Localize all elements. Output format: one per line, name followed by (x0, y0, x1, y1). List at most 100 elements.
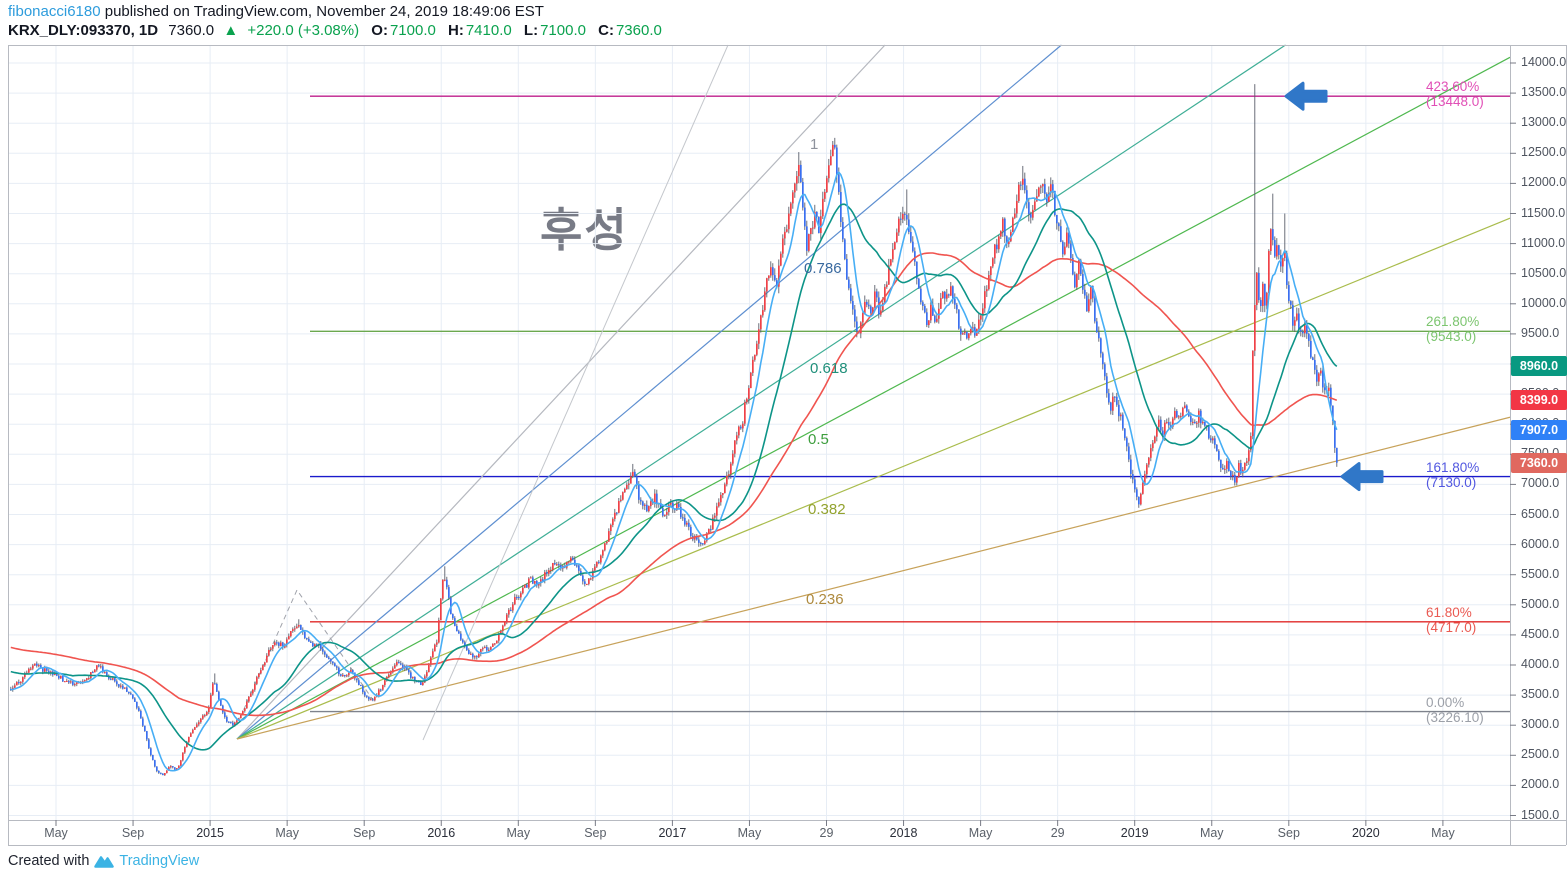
candle (872, 307, 874, 314)
candle (242, 710, 244, 716)
candle (460, 633, 462, 640)
candle (406, 666, 408, 670)
candle (1128, 446, 1130, 460)
candle (262, 665, 264, 671)
candle (112, 678, 114, 680)
candle (118, 684, 120, 687)
candle (1162, 430, 1164, 437)
candle (1184, 405, 1186, 408)
fib-fan-label: 0.786 (804, 260, 842, 277)
candle (840, 192, 842, 222)
candle (332, 661, 334, 664)
candle (470, 653, 472, 655)
time-tick-label: 2019 (1120, 826, 1149, 840)
time-tick-label: 2020 (1351, 826, 1380, 840)
chart-frame (8, 45, 1567, 846)
candle (1264, 283, 1266, 306)
candle (1114, 396, 1116, 398)
candle (532, 577, 534, 584)
candle (1282, 257, 1284, 267)
candle (1024, 178, 1026, 191)
candle (662, 508, 664, 516)
candle (686, 522, 688, 525)
symbol-name[interactable]: KRX_DLY:093370, 1D (8, 22, 159, 39)
candle (1016, 200, 1018, 214)
candle (128, 691, 130, 694)
candle (598, 561, 600, 563)
candle (1312, 357, 1314, 360)
candle (188, 736, 190, 743)
candle (726, 475, 728, 485)
candle (76, 682, 78, 685)
candle (1302, 331, 1304, 334)
candle (1330, 387, 1332, 406)
author-link[interactable]: fibonacci6180 (8, 3, 101, 20)
candle (856, 321, 858, 332)
candle (1236, 476, 1238, 483)
candle (1140, 493, 1142, 505)
candle (634, 471, 636, 477)
candle (390, 672, 392, 675)
candle (472, 653, 474, 658)
candle (1152, 442, 1154, 449)
time-tick-label: Sep (584, 826, 607, 840)
candle (440, 598, 442, 621)
candle (20, 681, 22, 684)
candle (304, 631, 306, 638)
candle (774, 275, 776, 281)
candle (1310, 340, 1312, 358)
candle (898, 218, 900, 233)
candle (388, 674, 390, 678)
candle (362, 686, 364, 693)
candle (672, 502, 674, 509)
candle (772, 267, 774, 276)
fib-fan-lines (236, 44, 1511, 740)
candle (498, 633, 500, 641)
candle (42, 668, 44, 672)
candle (1222, 467, 1224, 470)
candle (900, 218, 902, 220)
candle (1332, 405, 1334, 421)
close-label: C: (598, 22, 614, 39)
candle (234, 722, 236, 726)
candle (962, 333, 964, 335)
candle (1154, 436, 1156, 443)
candle (360, 684, 362, 687)
candle (1276, 245, 1278, 257)
candle (1050, 184, 1052, 194)
candle (646, 504, 648, 512)
candle (294, 628, 296, 630)
candle (216, 683, 218, 692)
grid-lines (8, 45, 1510, 820)
candle (1284, 253, 1286, 258)
candle (794, 183, 796, 193)
candle (134, 698, 136, 702)
candle (1190, 416, 1192, 422)
candle (1246, 461, 1248, 463)
fib-fan-label: 0.236 (806, 591, 844, 608)
candle (660, 503, 662, 509)
fib-fan-line (236, 217, 1511, 740)
byline: fibonacci6180 published on TradingView.c… (8, 3, 544, 20)
candle (664, 514, 666, 516)
candle (800, 164, 802, 183)
candle (770, 267, 772, 276)
candle (788, 213, 790, 230)
candle (46, 668, 48, 671)
candle (1230, 471, 1232, 477)
candle (186, 742, 188, 748)
candle (298, 624, 300, 627)
candle (280, 642, 282, 646)
candle (938, 308, 940, 319)
candle (984, 291, 986, 309)
tradingview-brand-link[interactable]: TradingView (119, 853, 200, 869)
candle (1136, 489, 1138, 497)
candle (220, 699, 222, 706)
footer: Created with TradingView (8, 853, 199, 869)
candle (570, 557, 572, 562)
candle (1002, 218, 1004, 232)
candle (330, 659, 332, 662)
candle (1274, 240, 1276, 257)
candle (924, 305, 926, 313)
